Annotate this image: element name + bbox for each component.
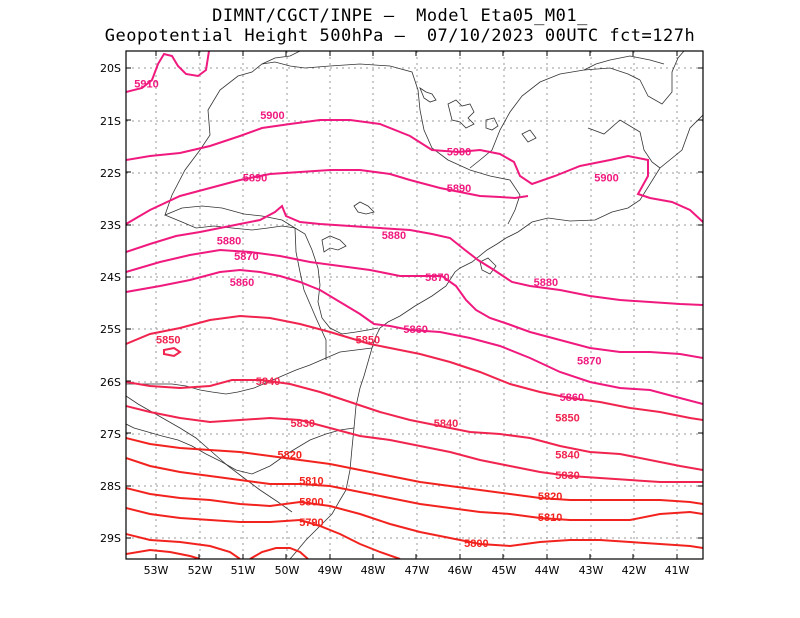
contour-label: 5870 [234, 251, 258, 263]
x-tick-label: 45W [492, 564, 517, 577]
contour-5830 [126, 405, 703, 483]
contour-label: 5820 [538, 491, 562, 503]
y-tick-label: 23S [100, 219, 121, 232]
x-tick-label: 48W [361, 564, 386, 577]
contour-label: 5860 [230, 277, 254, 289]
y-tick-label: 22S [100, 167, 121, 180]
contour-label: 5880 [534, 277, 558, 289]
contour-label: 5850 [555, 413, 579, 425]
y-tick-label: 27S [100, 428, 121, 441]
border-sc-rs [126, 423, 355, 475]
contour-5850 [126, 314, 703, 421]
contour-label: 5810 [299, 475, 323, 487]
mainland-border-ms-pr [164, 51, 379, 335]
contour-5800 [126, 487, 703, 549]
x-tick-label: 44W [535, 564, 560, 577]
coastline [289, 114, 703, 559]
border-paraguay [294, 227, 327, 360]
x-tick-label: 47W [405, 564, 430, 577]
contour-label: 5830 [291, 418, 315, 430]
contour-5820 [126, 437, 703, 505]
x-axis-labels: 53W 52W 51W 50W 49W 48W 47W 46W 45W 44W … [144, 564, 690, 577]
x-tick-label: 53W [144, 564, 169, 577]
contour-label: 5900 [260, 110, 284, 122]
contour-label: 5870 [577, 355, 601, 367]
contour-label: 5890 [447, 183, 471, 195]
contour-5890 [126, 169, 529, 225]
contour-label: 5840 [555, 449, 579, 461]
contour-labels: 5910 5900 5900 5900 5890 5890 5880 5880 5880 5870… [134, 79, 618, 550]
lake-3 [419, 86, 437, 103]
lake-4 [353, 201, 375, 215]
boundaries [126, 51, 703, 559]
y-tick-label: 21S [100, 115, 121, 128]
lake-1 [447, 99, 475, 129]
contour-label: 5860 [560, 392, 584, 404]
x-tick-label: 46W [448, 564, 473, 577]
y-tick-label: 20S [100, 62, 121, 75]
y-tick-label: 26S [100, 376, 121, 389]
contour-5790 [126, 507, 401, 559]
contour-lines [126, 51, 703, 559]
contour-5900 [126, 119, 703, 223]
border-mg-north [583, 55, 665, 71]
x-tick-label: 52W [188, 564, 213, 577]
plot-frame [125, 50, 704, 560]
contour-5850-loop [163, 346, 182, 358]
border-rj-sp [619, 119, 661, 169]
contour-label: 5890 [243, 173, 267, 185]
contour-label: 5910 [134, 79, 158, 91]
y-axis-labels: 20S 21S 22S 23S 24S 25S 26S 27S 28S 29S [100, 62, 121, 545]
contour-label: 5850 [156, 334, 180, 346]
y-tick-label: 25S [100, 323, 121, 336]
border-sp-mg [261, 61, 521, 225]
border-mg-es [639, 51, 685, 105]
contour-label: 5800 [299, 496, 323, 508]
contour-5780 [126, 533, 241, 559]
contour-5770 [126, 548, 201, 559]
grid-lines [126, 51, 703, 559]
contour-label: 5880 [217, 235, 241, 247]
contour-label: 5810 [538, 512, 562, 524]
x-tick-label: 41W [665, 564, 690, 577]
contour-label: 5880 [382, 230, 406, 242]
contour-5880 [126, 204, 703, 306]
y-tick-label: 24S [100, 271, 121, 284]
x-tick-label: 43W [579, 564, 604, 577]
contour-label: 5900 [594, 173, 618, 185]
x-tick-label: 42W [622, 564, 647, 577]
contour-label: 5840 [434, 418, 458, 430]
map-title-source: DIMNT/CGCT/INPE – Model Eta05_M01_ [212, 6, 588, 26]
contour-label: 5900 [447, 147, 471, 159]
lake-5 [321, 235, 347, 253]
border-pr-sc [126, 347, 373, 395]
x-tick-label: 50W [275, 564, 300, 577]
contour-label: 5840 [256, 376, 280, 388]
river-parana [164, 214, 296, 231]
contour-label: 5820 [278, 449, 302, 461]
contour-label: 5790 [299, 517, 323, 529]
contour-label: 5800 [464, 538, 488, 550]
contour-5810 [126, 457, 703, 521]
lake-6 [521, 129, 537, 143]
contour-label: 5830 [555, 470, 579, 482]
map-title-field: Geopotential Height 500hPa – 07/10/2023 … [104, 26, 696, 46]
contour-label: 5870 [425, 272, 449, 284]
contour-5840 [126, 379, 703, 471]
border-rj-east [587, 119, 621, 135]
tick-marks [126, 51, 703, 559]
y-tick-label: 29S [100, 532, 121, 545]
contour-5860 [126, 268, 703, 405]
contour-5870 [126, 248, 703, 359]
contour-5780-east [249, 547, 309, 559]
lake-2 [485, 117, 499, 131]
x-tick-label: 51W [231, 564, 256, 577]
contour-label: 5860 [403, 324, 427, 336]
border-argentina [126, 395, 213, 453]
contour-5910 [126, 51, 210, 93]
contour-label: 5850 [356, 334, 380, 346]
y-tick-label: 28S [100, 480, 121, 493]
x-tick-label: 49W [318, 564, 343, 577]
